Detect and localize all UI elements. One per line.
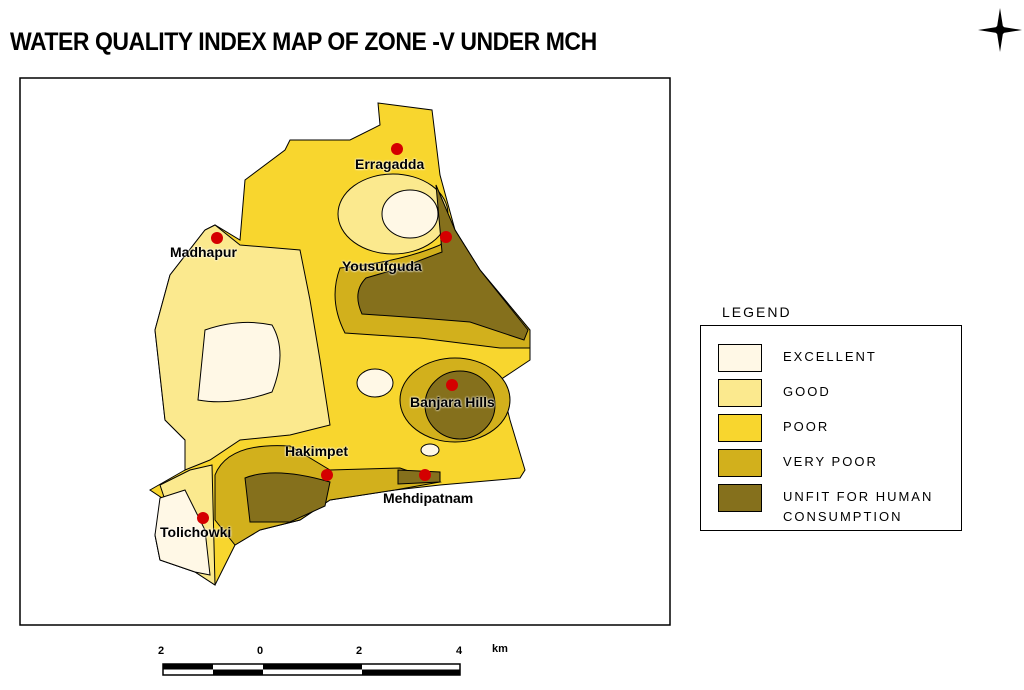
zone [244,472,331,523]
legend-label: EXCELLENT [783,349,877,364]
legend-label: UNFIT FOR HUMAN CONSUMPTION [783,489,934,524]
place-label: Tolichowki [160,524,232,540]
zone [197,321,281,403]
legend-label: GOOD [783,384,831,399]
zone [420,443,440,457]
legend-swatch [718,379,762,407]
title: WATER QUALITY INDEX MAP OF ZONE -V UNDER… [10,28,597,56]
zone [397,469,441,485]
place-dot [446,379,458,391]
place-dot [440,231,452,243]
legend-label: VERY POOR [783,454,878,469]
place-dot [419,469,431,481]
legend-swatch [718,449,762,477]
zones [149,102,531,586]
place-dot [391,143,403,155]
place-label: Banjara Hills [410,394,495,410]
zone [357,184,529,341]
scale-tick-label: 2 [356,645,363,657]
place-label: Erragadda [355,156,425,172]
zone [381,189,439,239]
legend-label: POOR [783,419,830,434]
zone [356,368,394,398]
legend-swatch [718,484,762,512]
zone [424,370,496,440]
scale-bar [162,663,461,676]
dots [197,143,458,524]
legend-title: LEGEND [722,304,792,320]
scale-tick-label: 2 [158,645,165,657]
compass [978,8,1022,52]
zone [154,489,211,576]
legend-swatch [718,344,762,372]
scale-tick-label: 4 [456,645,463,657]
legend: EXCELLENT GOOD POOR VERY POOR UNFIT FOR HUMA… [700,325,962,531]
place-dot [197,512,209,524]
scale-unit: km [492,643,508,655]
place-dot [321,469,333,481]
legend-swatch [718,414,762,442]
place-label: Mehdipatnam [383,490,474,506]
place-label: Madhapur [170,244,237,260]
place-label: Hakimpet [285,443,349,459]
place-label: Yousufguda [342,258,422,274]
scale-tick-label: 0 [257,645,264,657]
place-dot [211,232,223,244]
